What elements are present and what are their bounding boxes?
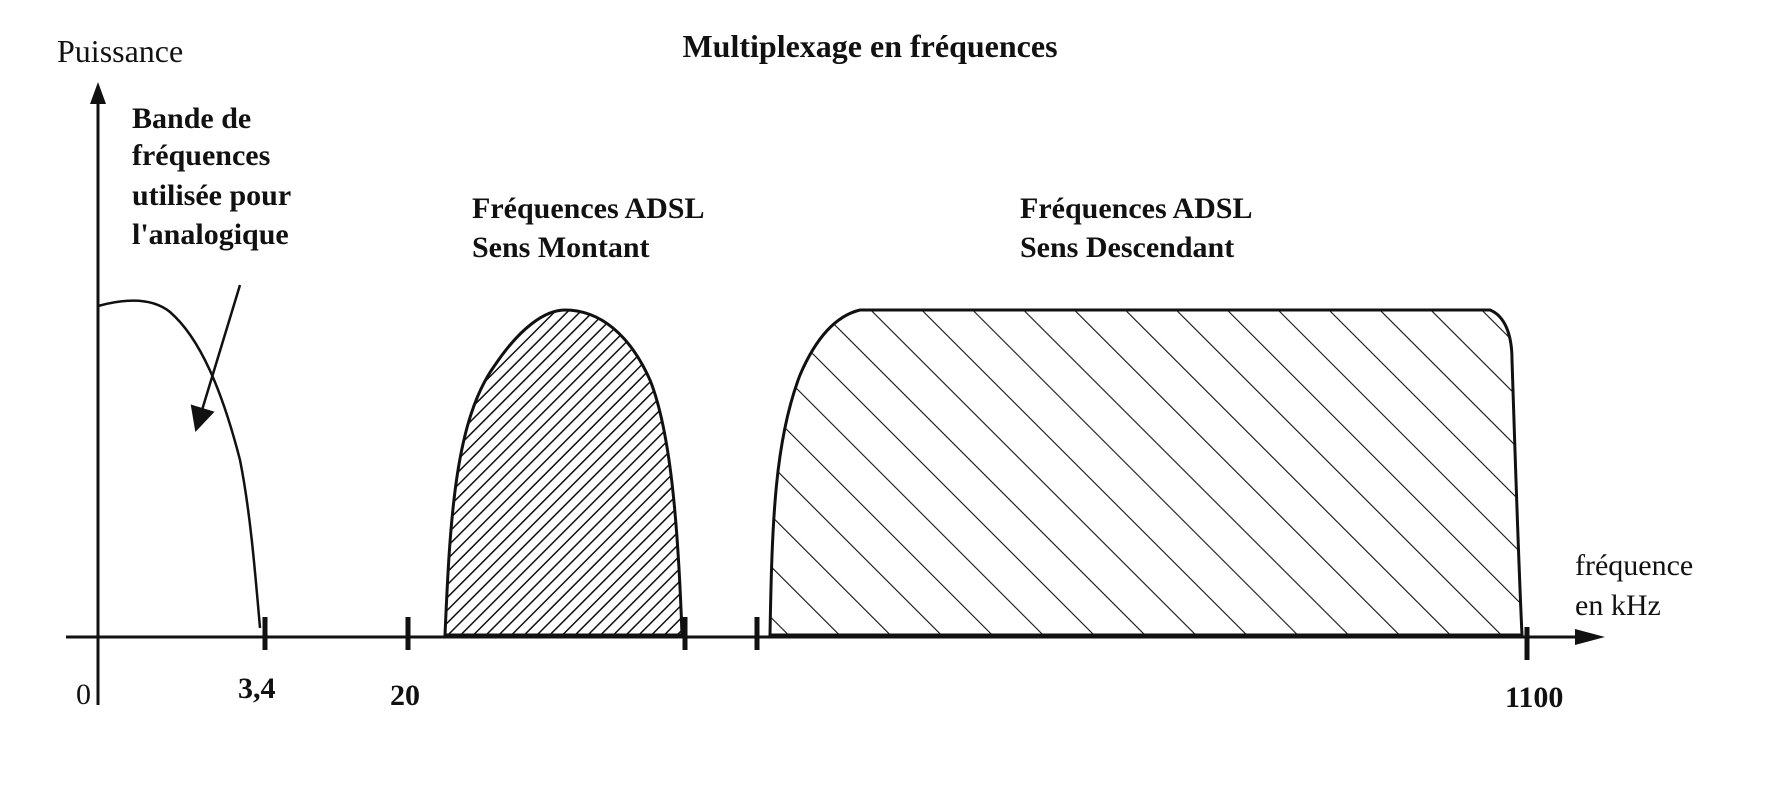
analog-band-curve	[97, 299, 262, 629]
x-axis-label-line-1: fréquence	[1575, 549, 1693, 582]
tick-label-20: 20	[390, 679, 420, 712]
y-axis-arrow	[90, 82, 106, 104]
y-axis-label: Puissance	[57, 33, 183, 69]
upstream-annotation: Fréquences ADSL Sens Montant	[472, 192, 710, 264]
diagram-title: Multiplexage en fréquences	[682, 28, 1057, 64]
analog-pointer-arrow	[190, 284, 242, 432]
x-axis-arrow	[1575, 629, 1605, 645]
analog-annotation-line-1: Bande de	[132, 102, 251, 135]
upstream-annotation-line-1: Fréquences ADSL	[472, 192, 703, 225]
analog-annotation-line-3: utilisée pour	[132, 179, 291, 212]
downstream-annotation-line-1: Fréquences ADSL	[1020, 192, 1251, 225]
tick-label-3-4: 3,4	[238, 672, 276, 705]
analog-annotation: Bande de fréquences utilisée pour l'anal…	[132, 102, 298, 251]
downstream-annotation-line-2: Sens Descendant	[1020, 231, 1234, 264]
x-axis-label-line-2: en kHz	[1575, 589, 1661, 622]
tick-label-1100: 1100	[1505, 681, 1563, 714]
upstream-annotation-line-2: Sens Montant	[472, 231, 650, 264]
tick-label-zero: 0	[76, 678, 91, 711]
upstream-band-shape	[443, 308, 684, 637]
downstream-annotation: Fréquences ADSL Sens Descendant	[1020, 192, 1258, 264]
analog-annotation-line-2: fréquences	[132, 139, 270, 172]
analog-annotation-line-4: l'analogique	[132, 218, 289, 251]
downstream-band-shape	[768, 308, 1524, 637]
